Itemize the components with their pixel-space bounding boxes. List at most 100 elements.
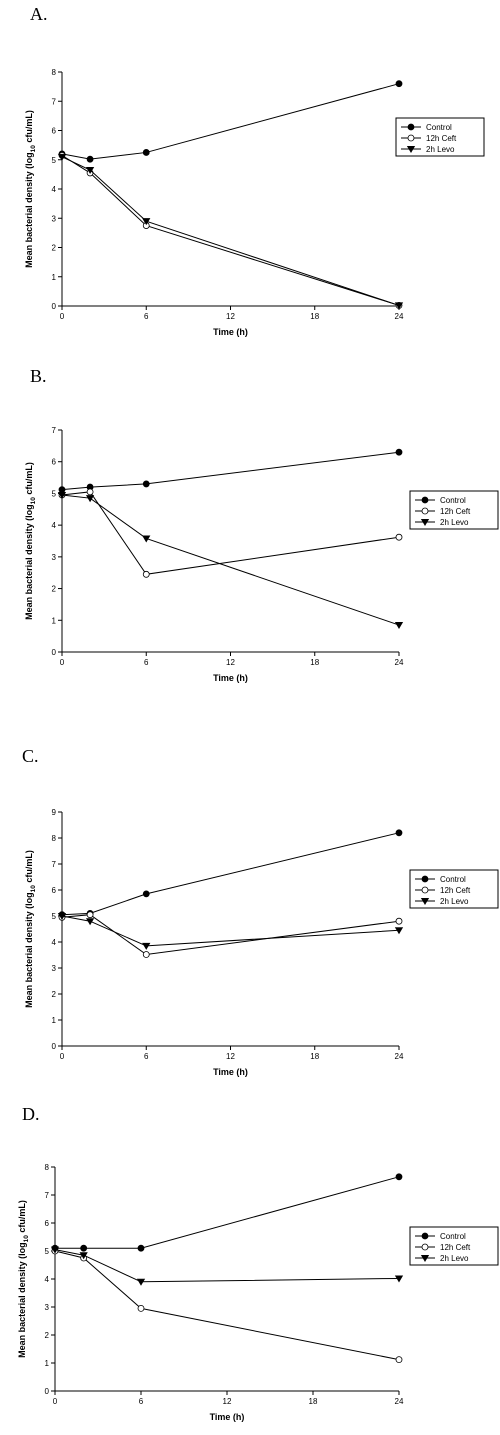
x-tick-label: 12 <box>226 658 235 667</box>
data-point <box>142 890 150 898</box>
data-point <box>394 622 404 630</box>
series-12h-ceft <box>58 911 403 958</box>
legend-entry: 12h Ceft <box>426 134 457 143</box>
x-tick-label: 0 <box>53 1397 58 1406</box>
legend-marker <box>421 507 429 515</box>
x-tick-label: 12 <box>226 1052 235 1061</box>
x-tick-label: 18 <box>310 1052 319 1061</box>
y-tick-label: 8 <box>52 68 57 77</box>
data-point <box>394 302 404 310</box>
data-point <box>395 829 403 837</box>
x-axis-title: Time (h) <box>213 327 248 337</box>
data-point <box>142 535 151 543</box>
y-tick-label: 7 <box>52 426 57 435</box>
data-point <box>57 492 67 500</box>
y-tick-label: 1 <box>52 1016 57 1025</box>
x-tick-label: 0 <box>60 312 65 321</box>
x-tick-label: 6 <box>144 1052 149 1061</box>
series-line <box>61 83 400 160</box>
y-tick-label: 6 <box>52 127 57 136</box>
x-tick-label: 24 <box>395 658 404 667</box>
y-tick-label: 5 <box>45 1247 50 1256</box>
y-tick-label: 4 <box>45 1275 50 1284</box>
legend-entry: 12h Ceft <box>440 886 471 895</box>
data-point <box>86 911 94 919</box>
data-point <box>395 1173 403 1181</box>
data-point <box>142 951 150 958</box>
y-tick-label: 4 <box>52 938 57 947</box>
legend-marker <box>421 496 429 504</box>
legend-marker <box>420 518 430 527</box>
data-point <box>394 927 404 935</box>
y-tick-label: 0 <box>52 648 57 657</box>
y-tick-label: 9 <box>52 808 57 817</box>
x-tick-label: 18 <box>310 658 319 667</box>
legend-marker <box>407 134 415 142</box>
panel-label: B. <box>30 366 47 386</box>
data-point <box>395 1356 403 1364</box>
data-point <box>395 917 403 925</box>
y-tick-label: 4 <box>52 521 57 530</box>
legend-marker <box>420 897 430 906</box>
data-point <box>395 80 403 88</box>
y-axis-title: Mean bacterial density (log10 cfu/mL) <box>24 110 37 268</box>
legend-marker <box>421 886 429 894</box>
y-tick-label: 5 <box>52 489 57 498</box>
y-tick-label: 4 <box>52 185 57 194</box>
x-tick-label: 0 <box>60 1052 65 1061</box>
legend-entry: 2h Levo <box>426 145 455 154</box>
x-tick-label: 6 <box>139 1397 144 1406</box>
series-line <box>61 491 400 575</box>
data-point <box>85 166 95 174</box>
y-tick-label: 3 <box>52 964 57 973</box>
series-line <box>55 1176 400 1249</box>
legend: Control 12h Ceft 2h Levo <box>409 490 499 530</box>
y-axis-title: Mean bacterial density (log10 cfu/mL) <box>24 462 37 620</box>
x-axis-title: Time (h) <box>213 673 248 683</box>
y-tick-label: 2 <box>52 990 57 999</box>
x-tick-label: 18 <box>309 1397 318 1406</box>
data-point <box>137 1244 145 1252</box>
y-tick-label: 3 <box>52 553 57 562</box>
y-tick-label: 1 <box>45 1359 50 1368</box>
data-point <box>50 1246 60 1254</box>
legend-entry: Control <box>440 1232 466 1241</box>
series-line <box>54 1250 400 1361</box>
legend-marker <box>421 1232 429 1240</box>
y-tick-label: 0 <box>45 1387 50 1396</box>
x-tick-label: 6 <box>144 312 149 321</box>
series-2h-levo <box>57 912 404 950</box>
series-control <box>58 448 403 494</box>
legend-marker <box>407 123 415 131</box>
data-point <box>57 153 67 161</box>
series-line <box>61 154 400 306</box>
legend: Control 12h Ceft 2h Levo <box>409 869 499 909</box>
series-line <box>54 1249 400 1283</box>
legend-entry: Control <box>440 496 466 505</box>
data-point <box>395 533 403 541</box>
y-tick-label: 5 <box>52 912 57 921</box>
y-tick-label: 7 <box>45 1191 50 1200</box>
x-tick-label: 24 <box>395 1397 404 1406</box>
series-line <box>61 915 400 947</box>
data-point <box>86 155 94 163</box>
series-control <box>51 1173 403 1252</box>
legend: Control 12h Ceft 2h Levo <box>409 1226 499 1266</box>
y-tick-label: 1 <box>52 616 57 625</box>
series-2h-levo <box>57 153 404 310</box>
y-tick-label: 3 <box>52 214 57 223</box>
x-axis-title: Time (h) <box>213 1067 248 1077</box>
y-tick-label: 2 <box>52 585 57 594</box>
y-tick-label: 2 <box>45 1331 50 1340</box>
legend-marker <box>406 146 416 154</box>
panel-label: A. <box>30 4 48 24</box>
y-tick-label: 3 <box>45 1303 50 1312</box>
y-tick-label: 5 <box>52 156 57 165</box>
x-tick-label: 12 <box>223 1397 232 1406</box>
x-tick-label: 12 <box>226 312 235 321</box>
data-point <box>394 1275 404 1283</box>
